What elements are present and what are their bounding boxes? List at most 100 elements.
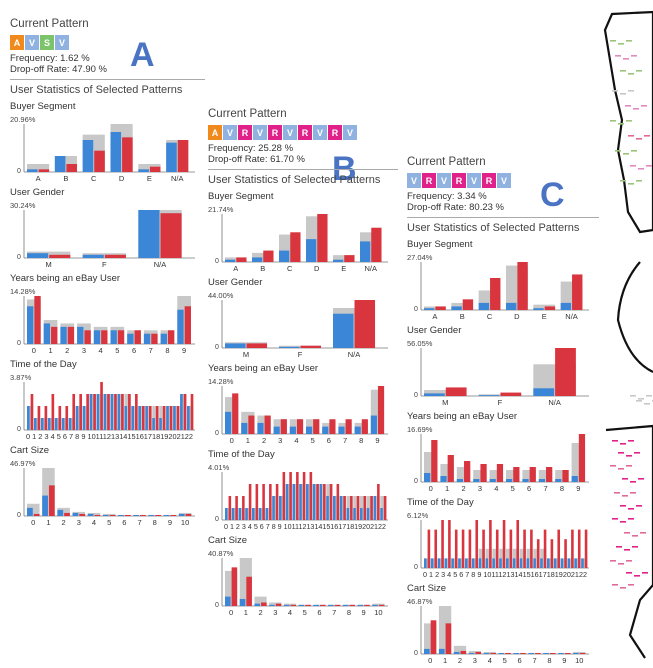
pattern-chip[interactable]: V [253,125,267,140]
pattern-chip[interactable]: V [497,173,511,188]
stat-chart[interactable]: Years being an eBay User 14.28% 0 0 1 2 3 4 5 6 7 8… [208,362,398,448]
bar-red [378,604,385,606]
stat-chart[interactable]: Time of the Day 6.12% 0 0 1 2 3 4 5 6 7 8 9… [407,496,599,582]
bar-red [529,467,536,482]
bar-red [468,529,472,568]
pattern-chip[interactable]: R [268,125,282,140]
chart-max-label: 44.00% [208,291,234,300]
stat-chart[interactable]: User Gender 44.00% 0 M F N/A [208,276,398,362]
bar-blue [166,142,177,172]
stat-chart[interactable]: User Gender 56.05% 0 M F N/A [407,324,599,410]
bar-red [564,539,567,568]
pattern-chip[interactable]: A [10,35,24,50]
pattern-chip[interactable]: V [313,125,327,140]
pattern-chip[interactable]: V [437,173,451,188]
map-mark [612,440,618,442]
tick-label: 3 [77,518,81,527]
current-pattern-title: Current Pattern [10,18,89,30]
bar-blue [298,604,305,606]
bar-red [383,496,387,520]
bar-red [313,419,320,434]
bar-gray [357,604,370,606]
tick-label: 4 [99,346,103,355]
map-mark [630,492,636,494]
pattern-chip[interactable]: R [238,125,252,140]
stat-chart[interactable]: Time of the Day 3.87% 0 0 1 2 3 4 5 6 7 8 9… [10,358,205,444]
stat-chart[interactable]: Buyer Segment 20.96% 0 A B C D E N/A [10,100,205,186]
stat-chart[interactable]: Time of the Day 4.01% 0 0 1 2 3 4 5 6 7 8 9… [208,448,398,534]
bar-red [30,394,34,430]
stat-chart[interactable]: Buyer Segment 21.74% 0 A B C D E N/A [208,190,398,276]
pattern-chip[interactable]: V [223,125,237,140]
pattern-chip[interactable]: V [25,35,39,50]
bar-blue [110,394,114,430]
pattern-chip[interactable]: R [422,173,436,188]
zero-label: 0 [17,426,21,433]
bar-red [86,394,89,430]
bar-blue [424,393,445,396]
pattern-chip[interactable]: R [482,173,496,188]
bar-blue [54,418,58,430]
map-mark [624,549,630,551]
stat-chart[interactable]: Cart Size 46.87% 0 0 1 2 3 4 5 6 7 8 9 10 [407,582,599,668]
tick-label: E [341,264,346,273]
stat-chart[interactable]: Cart Size 40.87% 0 0 1 2 3 4 5 6 7 8 9 10 [208,534,398,620]
bar-blue [478,395,500,396]
map-mark [626,572,632,574]
bar-red [345,419,352,434]
pattern-chip[interactable]: V [407,173,421,188]
chart-title: Time of the Day [208,449,275,460]
tick-label: 9 [168,518,172,527]
stat-chart[interactable]: Years being an eBay User 16.69% 0 0 1 2 3 4 5 6 7 8… [407,410,599,496]
bar-red [66,164,77,172]
pattern-chip[interactable]: S [40,35,54,50]
dropoff-text: Drop-off Rate: 47.90 % [10,64,108,75]
bar-red [94,514,101,516]
bar-red [155,406,159,430]
pattern-chip[interactable]: A [208,125,222,140]
map-mark [644,135,650,137]
stat-chart[interactable]: Years being an eBay User 14.28% 0 0 1 2 3 4 5 6 7 8… [10,272,205,358]
tick-label: 2 [258,608,262,617]
bar-red [505,652,511,654]
pattern-chip[interactable]: R [452,173,466,188]
tick-label: 9 [562,656,566,665]
bar-red [490,652,496,654]
bar-blue [547,558,550,568]
tick-label: 9 [576,484,580,493]
stat-chart[interactable]: User Gender 30.24% 0 M F N/A [10,186,205,272]
bar-gray [89,394,96,430]
stat-chart[interactable]: Cart Size 46.97% 0 0 1 2 3 4 5 6 7 8 9 10 [10,444,205,530]
pattern-chip[interactable]: V [283,125,297,140]
stat-chart[interactable]: Buyer Segment 27.04% 0 A B C D E N/A [407,238,599,324]
bar-blue [440,476,447,482]
bar-gray [322,422,336,434]
pattern-chip[interactable]: V [55,35,69,50]
bar-blue [110,132,122,172]
map-mark [631,55,637,57]
tick-label: 3 [278,436,282,445]
pattern-chip[interactable]: R [298,125,312,140]
bar-red [500,392,522,396]
zero-label: 0 [17,512,21,519]
bar-gray [252,252,274,262]
bar-blue [558,652,564,654]
pattern-chip[interactable]: V [467,173,481,188]
bar-red [280,419,287,434]
bar-blue [581,558,584,568]
bar-gray [560,558,567,568]
bar-red [263,250,274,262]
bar-blue [148,514,155,516]
bar-blue [93,330,101,344]
bar-blue [127,333,134,344]
map-mark [612,518,618,520]
pattern-chip[interactable]: R [328,125,342,140]
chart-title: Years being an eBay User [10,273,120,284]
pattern-chip[interactable]: V [343,125,357,140]
bar-red [377,484,380,520]
bar-red [167,330,175,344]
bar-red [329,484,333,520]
